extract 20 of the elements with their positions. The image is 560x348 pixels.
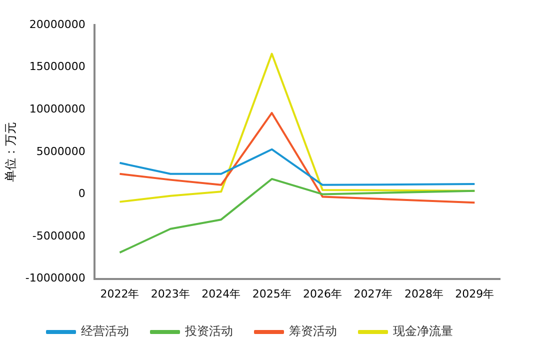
x-tick-label: 2022年 <box>100 287 140 300</box>
y-tick-label: 0 <box>78 187 86 200</box>
legend-label: 现金净流量 <box>393 324 453 338</box>
y-axis-title: 单位：万元 <box>3 122 18 182</box>
x-tick-label: 2024年 <box>202 287 241 300</box>
y-tick-label: 10000000 <box>29 102 86 116</box>
y-tick-label: 5000000 <box>36 144 86 158</box>
x-tick-label: 2025年 <box>252 287 292 300</box>
y-tick-label: -5000000 <box>32 229 86 242</box>
x-tick-label: 2023年 <box>150 287 190 300</box>
y-tick-label: 20000000 <box>29 18 86 31</box>
x-tick-label: 2026年 <box>303 287 342 300</box>
y-tick-label: 15000000 <box>29 60 86 74</box>
x-tick-label: 2028年 <box>404 287 444 300</box>
legend-label: 筹资活动 <box>289 324 337 338</box>
x-tick-label: 2027年 <box>354 287 393 300</box>
x-tick-label: 2029年 <box>455 287 494 300</box>
legend-label: 投资活动 <box>184 324 233 338</box>
y-tick-label: -10000000 <box>25 272 86 285</box>
legend-label: 经营活动 <box>81 324 129 338</box>
